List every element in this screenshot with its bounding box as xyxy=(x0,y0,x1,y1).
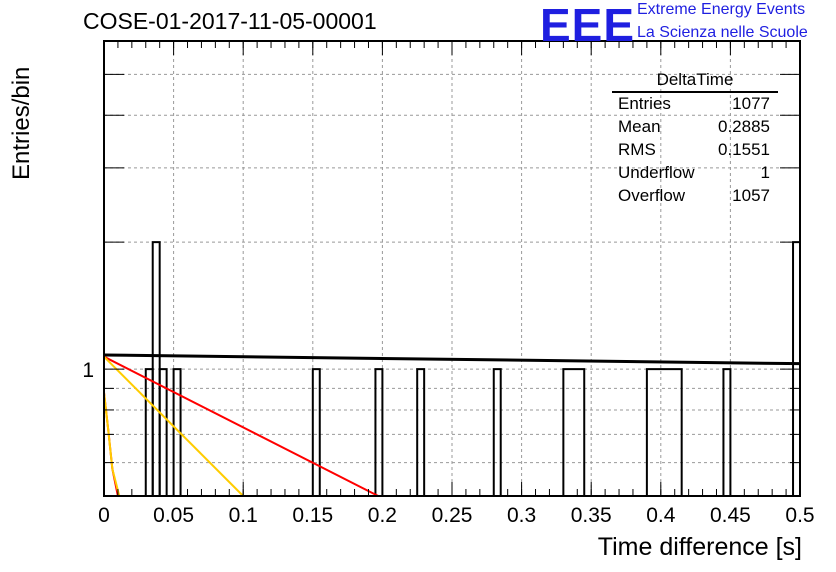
x-tick-label: 0.1 xyxy=(229,504,258,527)
x-tick-label: 0.5 xyxy=(785,504,814,527)
stats-value: 1077 xyxy=(732,94,770,113)
x-tick-label: 0.45 xyxy=(710,504,751,527)
fit-curves xyxy=(103,353,801,497)
logo-line-2: La Scienza nelle Scuole xyxy=(637,24,808,41)
stats-row-mean: Mean 0.2885 xyxy=(618,117,770,137)
stats-box-rule xyxy=(612,91,778,93)
y-tick-label: 1 xyxy=(82,359,94,382)
x-tick-label: 0.05 xyxy=(153,504,194,527)
fit-curve xyxy=(103,392,121,497)
stats-value: 0.1551 xyxy=(718,140,770,159)
stats-label: Underflow xyxy=(618,163,695,182)
x-axis-label: Time difference [s] xyxy=(597,533,802,561)
stats-label: Entries xyxy=(618,94,671,113)
x-tick-label: 0.2 xyxy=(368,504,397,527)
x-tick-label: 0.3 xyxy=(507,504,536,527)
fit-curve xyxy=(103,353,801,366)
y-axis-label: Entries/bin xyxy=(8,66,35,180)
stats-label: Overflow xyxy=(618,186,686,205)
eee-logo: EEE xyxy=(540,0,636,51)
x-tick-label: 0.35 xyxy=(571,504,612,527)
x-tick-label: 0 xyxy=(98,504,110,527)
stats-row-rms: RMS 0.1551 xyxy=(618,140,770,160)
stats-row-entries: Entries 1077 xyxy=(618,94,770,114)
histogram-bin xyxy=(722,368,732,496)
x-tick-label: 0.4 xyxy=(646,504,676,527)
chart-title: COSE-01-2017-11-05-00001 xyxy=(83,8,377,34)
histogram-bin xyxy=(374,368,384,496)
histogram-bin xyxy=(492,368,502,496)
histogram-bin xyxy=(311,368,321,496)
stats-row-underflow: Underflow 1 xyxy=(618,163,770,183)
stats-label: Mean xyxy=(618,117,661,136)
histogram-bin xyxy=(562,368,586,496)
logo-line-1: Extreme Energy Events xyxy=(637,1,806,18)
histogram-bin xyxy=(416,368,426,496)
x-tick-label: 0.25 xyxy=(432,504,473,527)
stats-value: 1057 xyxy=(732,186,770,205)
histogram-bin xyxy=(645,368,683,496)
x-tick-label: 0.15 xyxy=(292,504,333,527)
stats-value: 1 xyxy=(760,163,770,182)
y-tick-labels: 1 xyxy=(82,359,94,382)
stats-value: 0.2885 xyxy=(718,117,770,136)
fit-curve xyxy=(103,355,244,497)
fit-curve xyxy=(103,355,379,497)
stats-label: RMS xyxy=(618,140,656,159)
stats-row-overflow: Overflow 1057 xyxy=(618,186,770,206)
x-tick-labels: 0 0.05 0.1 0.15 0.2 0.25 0.3 0.35 0.4 0.45 0.5 xyxy=(98,504,814,527)
axis-ticks xyxy=(103,41,801,496)
stats-box-title: DeltaTime xyxy=(656,70,734,89)
histogram-bin xyxy=(158,368,168,496)
